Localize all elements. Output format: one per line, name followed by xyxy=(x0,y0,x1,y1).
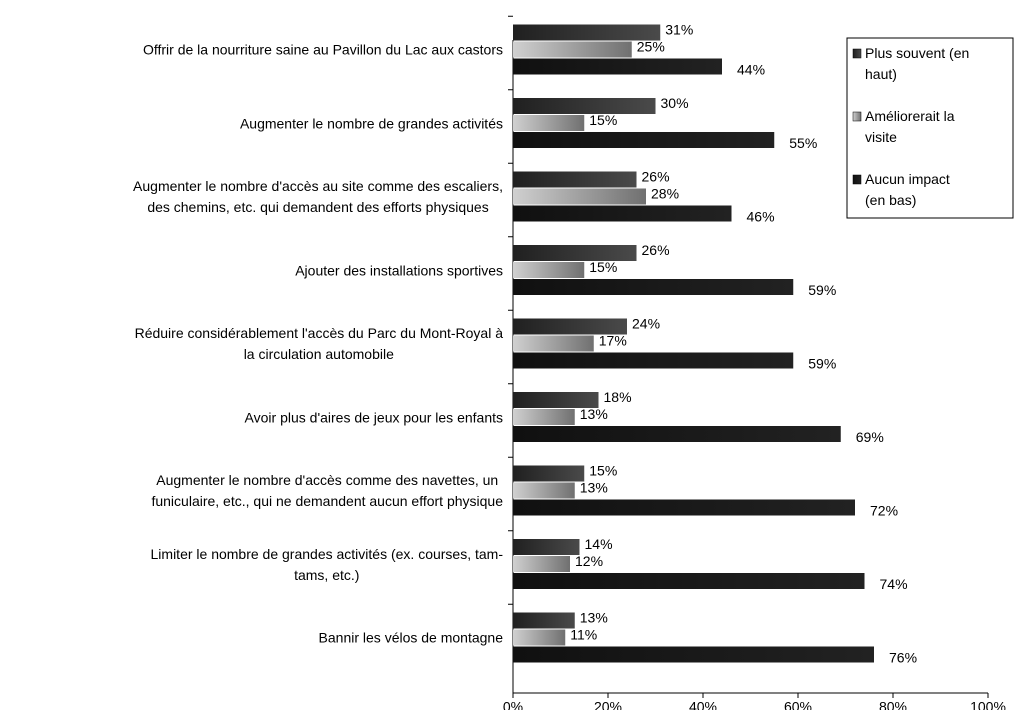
value-label: 11% xyxy=(570,627,597,643)
x-tick-label: 100% xyxy=(970,699,1006,710)
value-label: 15% xyxy=(589,259,617,275)
value-label: 14% xyxy=(585,536,613,552)
bar xyxy=(513,318,627,335)
bar xyxy=(513,205,732,222)
bar xyxy=(513,465,585,482)
category-label: Augmenter le nombre d'accès au site comm… xyxy=(133,178,503,215)
value-label: 13% xyxy=(580,480,608,496)
value-label: 31% xyxy=(665,22,693,38)
bar xyxy=(513,556,570,572)
value-label: 13% xyxy=(580,610,608,626)
value-label: 25% xyxy=(637,39,665,55)
value-label: 59% xyxy=(808,282,836,298)
bar xyxy=(513,171,637,188)
category-label: Avoir plus d'aires de jeux pour les enfa… xyxy=(244,409,503,425)
bar xyxy=(513,41,632,58)
bar xyxy=(513,132,775,148)
bar xyxy=(513,612,575,629)
value-label: 26% xyxy=(642,169,670,185)
value-label: 17% xyxy=(599,333,627,349)
x-tick-label: 80% xyxy=(879,699,907,710)
legend-swatch xyxy=(852,174,862,185)
value-label: 24% xyxy=(632,316,660,332)
value-label: 44% xyxy=(737,62,765,78)
value-label: 15% xyxy=(589,112,617,128)
legend-label: Améliorerait la visite xyxy=(865,108,955,145)
category-label: Augmenter le nombre d'accès comme des na… xyxy=(151,472,503,509)
bar xyxy=(513,262,585,278)
bar xyxy=(513,482,575,499)
legend-swatch xyxy=(852,48,862,59)
bar xyxy=(513,409,575,425)
value-label: 13% xyxy=(580,406,608,422)
value-label: 30% xyxy=(661,95,689,111)
x-tick-label: 0% xyxy=(503,699,523,710)
bar xyxy=(513,98,656,114)
legend-label: Plus souvent (en haut) xyxy=(865,45,970,82)
value-label: 59% xyxy=(808,356,836,372)
bar xyxy=(513,279,794,295)
bar xyxy=(513,646,874,663)
legend-swatch xyxy=(852,111,862,122)
value-label: 18% xyxy=(604,389,632,405)
value-label: 74% xyxy=(880,576,908,592)
bar xyxy=(513,539,580,555)
value-label: 69% xyxy=(856,429,884,445)
value-label: 12% xyxy=(575,553,603,569)
value-label: 72% xyxy=(870,503,898,519)
value-label: 28% xyxy=(651,186,679,202)
bar xyxy=(513,188,646,205)
category-label: Limiter le nombre de grandes activités (… xyxy=(150,545,503,583)
bar xyxy=(513,426,841,442)
bar xyxy=(513,392,599,408)
x-tick-label: 60% xyxy=(784,699,812,710)
bar xyxy=(513,352,794,369)
legend-box xyxy=(846,37,1014,219)
value-label: 26% xyxy=(642,242,670,258)
value-label: 76% xyxy=(889,650,917,666)
value-label: 55% xyxy=(789,135,817,151)
value-label: 15% xyxy=(589,463,617,479)
category-label: Offrir de la nourriture saine au Pavillo… xyxy=(142,41,503,58)
category-label: Ajouter des installations sportives xyxy=(295,262,503,278)
bar xyxy=(513,58,722,75)
bar xyxy=(513,24,661,41)
category-label: Réduire considérablement l'accès du Parc… xyxy=(134,325,503,362)
bar xyxy=(513,573,865,589)
x-tick-label: 20% xyxy=(594,699,622,710)
x-tick-label: 40% xyxy=(689,699,717,710)
bar xyxy=(513,335,594,352)
bar xyxy=(513,245,637,261)
bar xyxy=(513,629,566,646)
value-label: 46% xyxy=(747,209,775,225)
category-label: Bannir les vélos de montagne xyxy=(318,629,503,646)
category-label: Augmenter le nombre de grandes activités xyxy=(239,115,503,131)
bar xyxy=(513,499,855,516)
bar xyxy=(513,115,585,131)
legend-label: Aucun impact (en bas) xyxy=(865,171,950,208)
